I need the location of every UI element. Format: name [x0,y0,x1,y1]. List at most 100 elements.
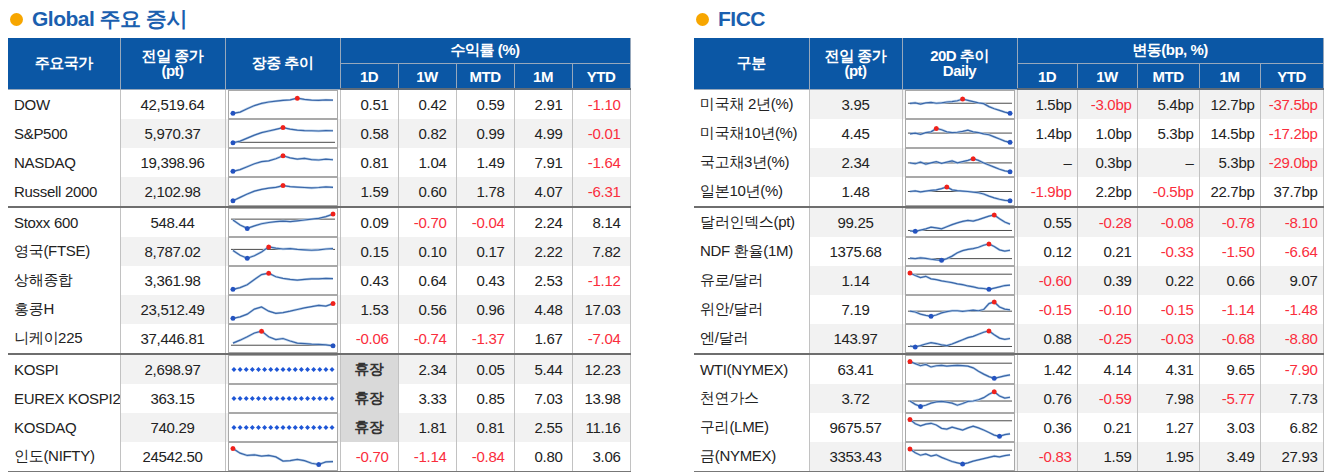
change-cell: – [1137,148,1199,177]
sparkline-chart [225,237,340,266]
change-cell: 휴장 [340,413,398,442]
instrument-label: S&P500 [8,119,120,148]
blue-marker-dot [230,140,235,145]
sparkline-chart [225,295,340,324]
change-cell: 0.82 [398,119,456,148]
col-header-intraday-trend: 장중 추이 [225,38,340,89]
red-marker-dot [280,125,285,130]
change-cell: 1.67 [514,324,572,354]
sparkline-chart [225,148,340,177]
instrument-label: 유로/달러 [694,266,809,295]
change-cell: 13.98 [572,384,630,413]
change-cell: 0.96 [456,295,514,324]
change-cell: 0.81 [456,413,514,442]
change-cell: -1.64 [572,148,630,177]
change-cell: 12.7bp [1199,89,1260,119]
instrument-label: 미국채 2년(%) [694,89,809,119]
col-header-1d: 1D [340,64,398,90]
change-cell: 5.44 [514,354,572,384]
change-cell: 0.43 [340,266,398,295]
sparkline-chart [902,237,1017,266]
red-marker-dot [280,183,285,188]
blue-marker-dot [316,462,321,467]
sparkline-chart [902,207,1017,237]
col-header-1w: 1W [398,64,456,90]
change-cell: 1.27 [1137,413,1199,442]
section-title: FICC [718,7,765,31]
change-cell: -6.64 [1260,237,1323,266]
close-price: 19,398.96 [120,148,225,177]
col-header-country: 주요국가 [8,38,120,89]
instrument-label: 천연가스 [694,384,809,413]
table-row: 홍콩H23,512.491.530.560.964.4817.03 [8,295,630,324]
red-marker-dot [266,244,271,249]
table-row: 엔/달러143.970.88-0.25-0.03-0.68-8.80 [694,324,1323,354]
table-row: 천연가스3.720.76-0.597.98-5.777.73 [694,384,1323,413]
change-cell: 0.05 [456,354,514,384]
red-marker-dot [960,96,965,101]
instrument-label: 미국채10년(%) [694,119,809,148]
close-price: 363.15 [120,384,225,413]
blue-marker-dot [960,462,965,467]
sparkline-chart [225,89,340,119]
close-price: 24542.50 [120,442,225,473]
change-cell: 7.98 [1137,384,1199,413]
red-marker-dot [230,446,235,451]
section-header: FICC [694,4,1323,34]
change-cell: 1.95 [1137,442,1199,473]
close-price: 1.14 [809,266,902,295]
change-cell: -0.68 [1199,324,1260,354]
red-marker-dot [986,328,991,333]
instrument-label: WTI(NYMEX) [694,354,809,384]
close-price: 1375.68 [809,237,902,266]
table-row: 니케이22537,446.81-0.06-0.74-1.371.67-7.04 [8,324,630,354]
instrument-label: 영국(FTSE) [8,237,120,266]
change-cell: -1.12 [572,266,630,295]
change-cell: -0.25 [1077,324,1137,354]
table-row: NDF 환율(1M)1375.680.120.21-0.33-1.50-6.64 [694,237,1323,266]
change-cell: 2.2bp [1077,177,1137,207]
change-cell: 0.21 [1077,413,1137,442]
col-header-mtd: MTD [456,64,514,90]
blue-marker-dot [928,314,933,319]
blue-marker-dot [1007,140,1012,145]
red-marker-dot [986,241,991,246]
blue-marker-dot [230,198,235,203]
red-marker-dot [907,359,912,364]
col-header-return-group: 수익률 (%) [340,38,630,64]
instrument-label: KOSPI [8,354,120,384]
change-cell: 1.04 [398,148,456,177]
col-header-close: 전일 종가 (pt) [809,38,902,89]
close-price: 3.95 [809,89,902,119]
change-cell: 12.23 [572,354,630,384]
change-cell: -0.28 [1077,207,1137,237]
change-cell: -0.70 [398,207,456,237]
global-markets-table: 주요국가 전일 종가 (pt) 장중 추이 수익률 (%) 1D 1W MTD … [8,38,631,474]
change-cell: 27.93 [1260,442,1323,473]
sparkline-chart [225,354,340,384]
change-cell: -0.59 [1077,384,1137,413]
blue-marker-dot [330,343,335,348]
red-marker-dot [907,270,912,275]
change-cell: 1.81 [398,413,456,442]
change-cell: 5.3bp [1199,148,1260,177]
change-cell: 1.49 [456,148,514,177]
sparkline-chart [902,442,1017,473]
change-cell: 4.99 [514,119,572,148]
change-cell: -3.0bp [1077,89,1137,119]
change-cell: -0.15 [1017,295,1077,324]
instrument-label: 구리(LME) [694,413,809,442]
instrument-label: NDF 환율(1M) [694,237,809,266]
instrument-label: 홍콩H [8,295,120,324]
red-marker-dot [330,301,335,306]
red-marker-dot [266,271,271,276]
close-price: 8,787.02 [120,237,225,266]
change-cell: 1.59 [1077,442,1137,473]
blue-marker-dot [1007,198,1012,203]
change-cell: 0.60 [398,177,456,207]
global-markets-section: Global 주요 증시 주요국가 전일 종가 (pt) 장중 추이 수익률 (… [8,4,630,474]
close-price: 63.41 [809,354,902,384]
change-cell: 0.09 [340,207,398,237]
change-cell: 5.4bp [1137,89,1199,119]
close-price: 99.25 [809,207,902,237]
